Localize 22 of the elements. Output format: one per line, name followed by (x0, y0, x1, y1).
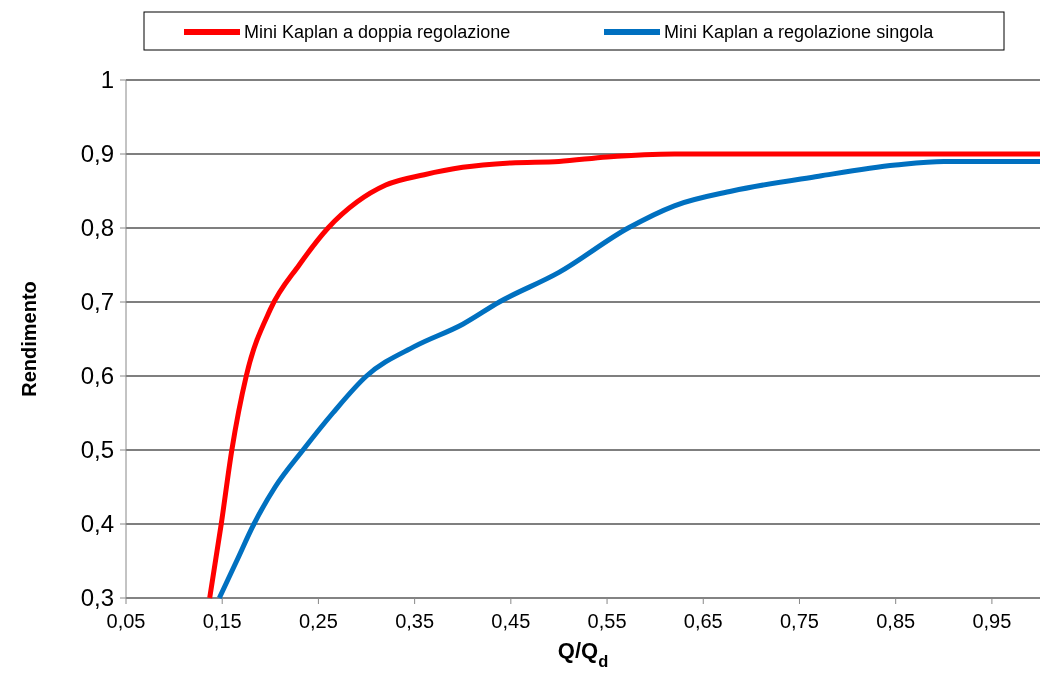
y-tick-label: 0,3 (80, 584, 114, 612)
x-tick-label: 0,85 (876, 610, 916, 632)
x-axis-title: Q/Q$_{d}$ (557, 638, 609, 670)
x-tick-label: 0,35 (395, 610, 435, 632)
y-tick-label: 0,9 (80, 140, 114, 168)
x-tick-label: 0,05 (106, 610, 146, 632)
x-tick-label: 0,15 (202, 610, 242, 632)
y-tick-label: 0,8 (80, 214, 114, 242)
x-tick-label: 0,95 (972, 610, 1012, 632)
x-tick-label: 0,25 (298, 610, 338, 632)
y-tick-label: 0,7 (80, 288, 114, 316)
y-tick-label: 0,4 (80, 510, 114, 538)
y-tick-label: 0,5 (80, 436, 114, 464)
x-tick-label: 0,45 (491, 610, 531, 632)
y-tick-label: 0,6 (80, 362, 114, 390)
legend-label: Mini Kaplan a regolazione singola (664, 22, 935, 43)
x-tick-label: 0,65 (683, 610, 723, 632)
legend-label: Mini Kaplan a doppia regolazione (244, 22, 511, 43)
x-tick-label: 0,55 (587, 610, 627, 632)
x-tick-label: 0,75 (780, 610, 819, 632)
y-axis-title: Rendimento (18, 281, 40, 397)
y-tick-label: 1 (100, 66, 114, 94)
